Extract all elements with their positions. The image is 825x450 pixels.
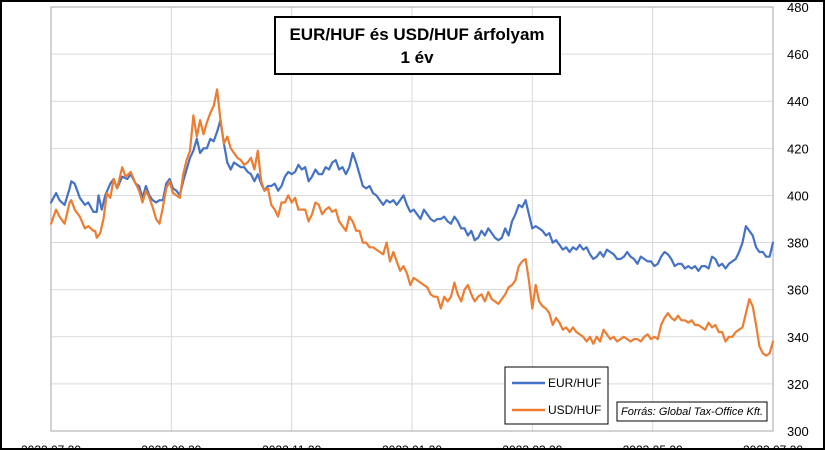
y-tick-label-9: 480: [787, 0, 809, 15]
chart-title-line2: 1 év: [400, 48, 434, 67]
series-lines: [49, 88, 775, 357]
series-line-usd-huf: [49, 88, 775, 357]
x-tick-label-4: 2023.03.20: [502, 443, 562, 450]
x-axis: 2022.07.20 2022.09.20 2022.11.20 2023.01.20…: [21, 443, 803, 450]
y-tick-label-7: 440: [787, 94, 809, 109]
y-tick-label-6: 420: [787, 141, 809, 156]
x-tick-label-6: 2023.07.20: [743, 443, 803, 450]
legend-label-usd: USD/HUF: [548, 403, 601, 417]
plot-frame: [50, 6, 774, 432]
x-tick-label-5: 2023.05.20: [623, 443, 683, 450]
legend: EUR/HUF USD/HUF: [504, 366, 609, 425]
y-axis: 300 320 340 360 380 400 420 440 460 480: [787, 0, 809, 439]
y-tick-label-8: 460: [787, 47, 809, 62]
plot-area: [50, 6, 774, 432]
y-tick-label-4: 380: [787, 236, 809, 251]
y-tick-label-5: 400: [787, 188, 809, 203]
x-tick-label-0: 2022.07.20: [21, 443, 81, 450]
x-tick-label-3: 2023.01.20: [382, 443, 442, 450]
y-tick-label-3: 360: [787, 283, 809, 298]
x-tick-label-2: 2022.11.20: [262, 443, 321, 450]
y-tick-label-0: 300: [787, 424, 809, 439]
y-tick-label-1: 320: [787, 377, 809, 392]
source-text: Forrás: Global Tax-Office Kft.: [621, 406, 763, 418]
chart-title-line1: EUR/HUF és USD/HUF árfolyam: [289, 25, 544, 44]
x-tick-label-1: 2022.09.20: [141, 443, 201, 450]
legend-label-eur: EUR/HUF: [548, 376, 601, 390]
y-tick-label-2: 340: [787, 330, 809, 345]
source-note: Forrás: Global Tax-Office Kft.: [616, 401, 768, 422]
chart-title: EUR/HUF és USD/HUF árfolyam 1 év: [274, 16, 561, 75]
